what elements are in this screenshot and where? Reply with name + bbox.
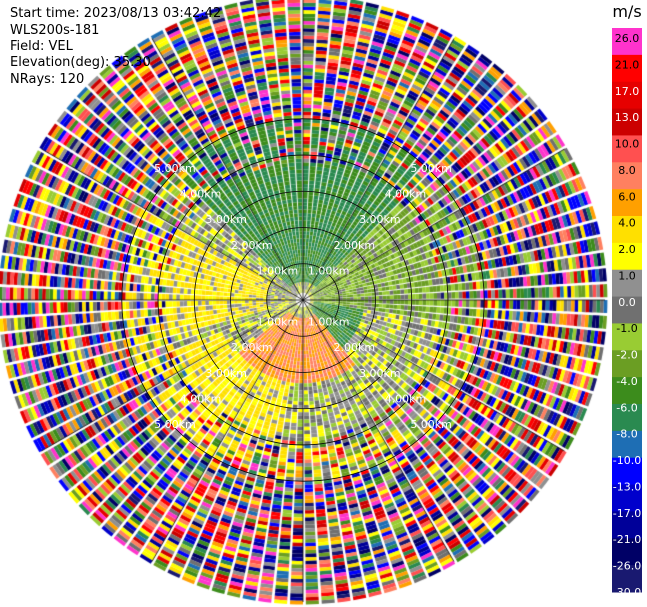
nrays-label: NRays: 120 — [10, 72, 85, 87]
range-ring-label: 3.00km — [205, 367, 247, 380]
range-ring — [121, 118, 485, 482]
range-ring — [193, 190, 413, 410]
range-ring-label: 3.00km — [205, 213, 247, 226]
range-ring-label: 1.00km — [308, 316, 350, 329]
range-ring-labels: 1.00km 1.00km 1.00km 1.00km 2.00km 2.00km 2.00… — [154, 162, 452, 431]
range-ring-label: 1.00km — [257, 264, 299, 277]
range-rings — [121, 118, 485, 482]
field-label: Field: VEL — [10, 39, 73, 54]
range-ring-label: 4.00km — [180, 392, 222, 405]
elevation-label: Elevation(deg): 35.30 — [10, 55, 151, 70]
range-ring-label: 5.00km — [154, 162, 196, 175]
range-ring-label: 3.00km — [359, 213, 401, 226]
range-ring-label: 1.00km — [257, 316, 299, 329]
range-ring-label: 1.00km — [308, 264, 350, 277]
range-ring-label: 2.00km — [231, 239, 273, 252]
range-ring — [266, 263, 340, 337]
range-ring — [157, 154, 449, 446]
range-ring-label: 5.00km — [410, 162, 452, 175]
range-ring-label: 4.00km — [180, 188, 222, 201]
range-ring-label: 2.00km — [333, 341, 375, 354]
range-ring — [230, 227, 376, 373]
range-ring-label: 4.00km — [385, 392, 427, 405]
instrument-label: WLS200s-181 — [10, 23, 100, 38]
range-ring-label: 3.00km — [359, 367, 401, 380]
range-ring-label: 2.00km — [231, 341, 273, 354]
range-ring-label: 4.00km — [385, 188, 427, 201]
range-ring-label: 5.00km — [154, 418, 196, 431]
range-ring-label: 2.00km — [333, 239, 375, 252]
range-ring-label: 5.00km — [410, 418, 452, 431]
start-time-label: Start time: 2023/08/13 03:42:42 — [10, 6, 222, 21]
